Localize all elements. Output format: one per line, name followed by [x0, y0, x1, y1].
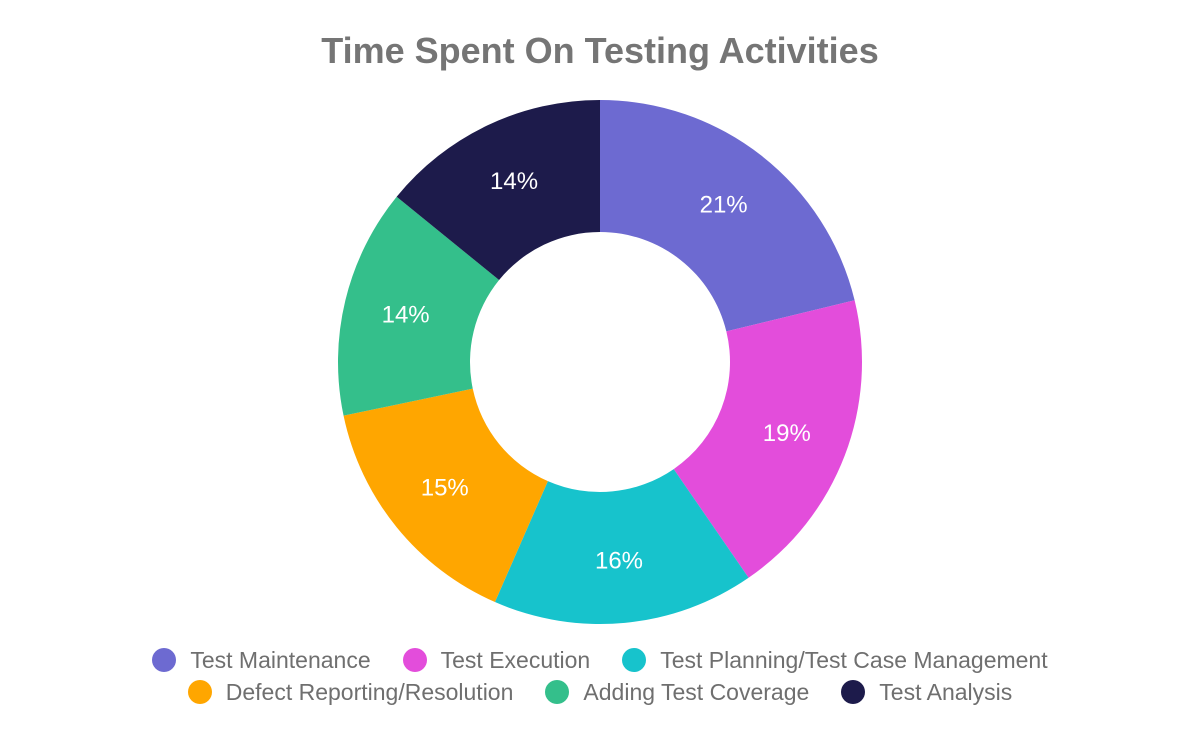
legend-swatch	[841, 680, 866, 704]
legend-item: Defect Reporting/Resolution	[187, 678, 514, 706]
slice-label: 14%	[490, 168, 538, 195]
legend-swatch	[545, 680, 570, 704]
legend-swatch	[402, 648, 427, 672]
slice-test-execution	[673, 300, 862, 578]
legend-item: Adding Test Coverage	[545, 678, 809, 706]
slice-label: 16%	[595, 548, 643, 575]
legend-label: Test Execution	[440, 646, 591, 673]
legend-row-2: Defect Reporting/Resolution Adding Test C…	[0, 678, 1200, 706]
slice-test-planning-test-case-management	[494, 469, 749, 624]
legend-label: Defect Reporting/Resolution	[225, 678, 514, 705]
legend-item: Test Analysis	[841, 678, 1012, 706]
slice-defect-reporting-resolution	[343, 388, 548, 603]
slice-test-analysis	[396, 99, 600, 281]
legend-label: Test Maintenance	[190, 646, 371, 673]
legend-label: Test Planning/Test Case Management	[660, 646, 1048, 673]
legend-swatch	[187, 680, 212, 704]
legend-swatch	[152, 648, 177, 672]
slice-label: 14%	[382, 301, 430, 328]
legend-row-1: Test Maintenance Test Execution Test Plann…	[0, 646, 1200, 674]
legend-label: Test Analysis	[879, 678, 1013, 705]
legend-item: Test Planning/Test Case Management	[622, 646, 1048, 674]
legend-swatch	[622, 648, 647, 672]
legend-label: Adding Test Coverage	[583, 678, 810, 705]
legend-item: Test Execution	[402, 646, 591, 674]
slice-test-maintenance	[600, 100, 855, 332]
slice-label: 21%	[700, 191, 748, 218]
slice-label: 19%	[763, 420, 811, 447]
slice-label: 15%	[421, 475, 469, 502]
legend-item: Test Maintenance	[152, 646, 371, 674]
chart-title: Time Spent On Testing Activities	[321, 30, 879, 71]
slice-adding-test-coverage	[338, 196, 500, 416]
